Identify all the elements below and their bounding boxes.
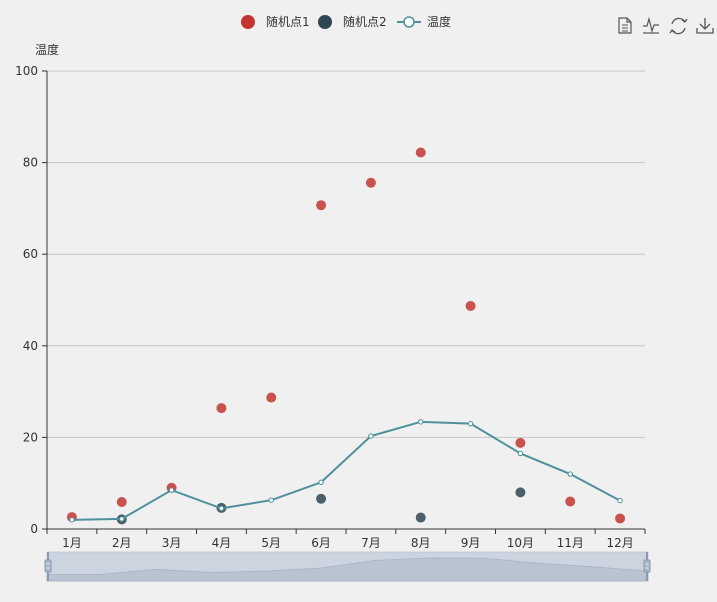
scatter-point[interactable]	[415, 512, 426, 523]
legend-symbol	[318, 15, 332, 29]
line-point[interactable]	[517, 450, 524, 457]
legend-label: 随机点2	[343, 14, 387, 29]
x-tick-label: 3月	[162, 536, 182, 550]
y-tick-label: 100	[15, 64, 38, 78]
scatter-point[interactable]	[216, 403, 227, 414]
x-tick-label: 8月	[411, 536, 431, 550]
scatter-point[interactable]	[465, 300, 476, 311]
series-随机点1	[66, 147, 626, 524]
scatter-point[interactable]	[116, 496, 127, 507]
y-tick-label: 40	[23, 339, 38, 353]
x-tick-label: 1月	[62, 536, 82, 550]
scatter-point[interactable]	[415, 147, 426, 158]
scatter-point[interactable]	[316, 493, 327, 504]
line-point[interactable]	[567, 471, 573, 477]
scatter-point[interactable]	[316, 200, 327, 211]
scatter-point[interactable]	[615, 513, 626, 524]
line-point[interactable]	[467, 420, 474, 427]
data-zoom-slider[interactable]	[44, 551, 651, 582]
line-point[interactable]	[69, 517, 75, 523]
grid-lines	[47, 70, 645, 438]
scatter-point[interactable]	[266, 392, 277, 403]
x-tick-label: 10月	[507, 536, 534, 550]
y-tick-label: 60	[23, 247, 38, 261]
y-axis-title: 温度	[35, 42, 59, 57]
line-point[interactable]	[168, 487, 175, 493]
line-point[interactable]	[119, 516, 125, 522]
y-tick-label: 20	[23, 430, 38, 444]
legend-symbol-marker	[403, 16, 415, 28]
legend-label: 温度	[427, 14, 451, 29]
series-line	[71, 420, 621, 521]
axes: 0 20 40 60 80 100 1月 2月 3月 4月 5月 6月 7月 8月 9月 10月 11月 12月	[15, 64, 646, 550]
toolbox	[616, 16, 715, 36]
line-point[interactable]	[617, 497, 623, 504]
series-温度	[69, 419, 623, 523]
scatter-point[interactable]	[365, 177, 376, 188]
x-tick-label: 5月	[261, 536, 281, 550]
x-tick-label: 7月	[361, 536, 381, 550]
x-tick-label: 4月	[212, 536, 232, 550]
legend-item[interactable]: 随机点1	[241, 14, 310, 29]
data-zoom-handle-right[interactable]	[643, 552, 651, 581]
line-point[interactable]	[318, 479, 324, 485]
line-point[interactable]	[368, 433, 374, 439]
legend-label: 随机点1	[266, 14, 310, 29]
y-tick-label: 80	[23, 156, 38, 170]
data-zoom-shadow	[46, 557, 649, 582]
legend-item[interactable]: 温度	[397, 14, 451, 29]
data-zoom-handle-left[interactable]	[44, 552, 52, 581]
series-layer	[66, 147, 626, 525]
x-tick-label: 6月	[311, 536, 331, 550]
restore-icon[interactable]	[668, 16, 688, 36]
scatter-point[interactable]	[515, 437, 526, 448]
line-point[interactable]	[418, 419, 424, 425]
line-point[interactable]	[268, 497, 274, 503]
legend-symbol	[241, 15, 255, 29]
legend-item[interactable]: 随机点2	[318, 14, 387, 29]
line-chart-icon[interactable]	[641, 16, 661, 36]
x-tick-label: 9月	[461, 536, 481, 550]
scatter-point[interactable]	[565, 496, 576, 507]
x-tick-label: 2月	[112, 536, 132, 550]
x-tick-label: 12月	[606, 536, 633, 550]
y-tick-label: 0	[30, 522, 38, 536]
legend: 随机点1 随机点2 温度	[241, 14, 451, 29]
data-zoom-window[interactable]	[47, 552, 648, 581]
line-point[interactable]	[218, 505, 225, 512]
scatter-point[interactable]	[515, 487, 526, 498]
x-tick-label: 11月	[557, 536, 584, 550]
download-icon[interactable]	[695, 16, 715, 36]
data-view-icon[interactable]	[616, 16, 636, 36]
